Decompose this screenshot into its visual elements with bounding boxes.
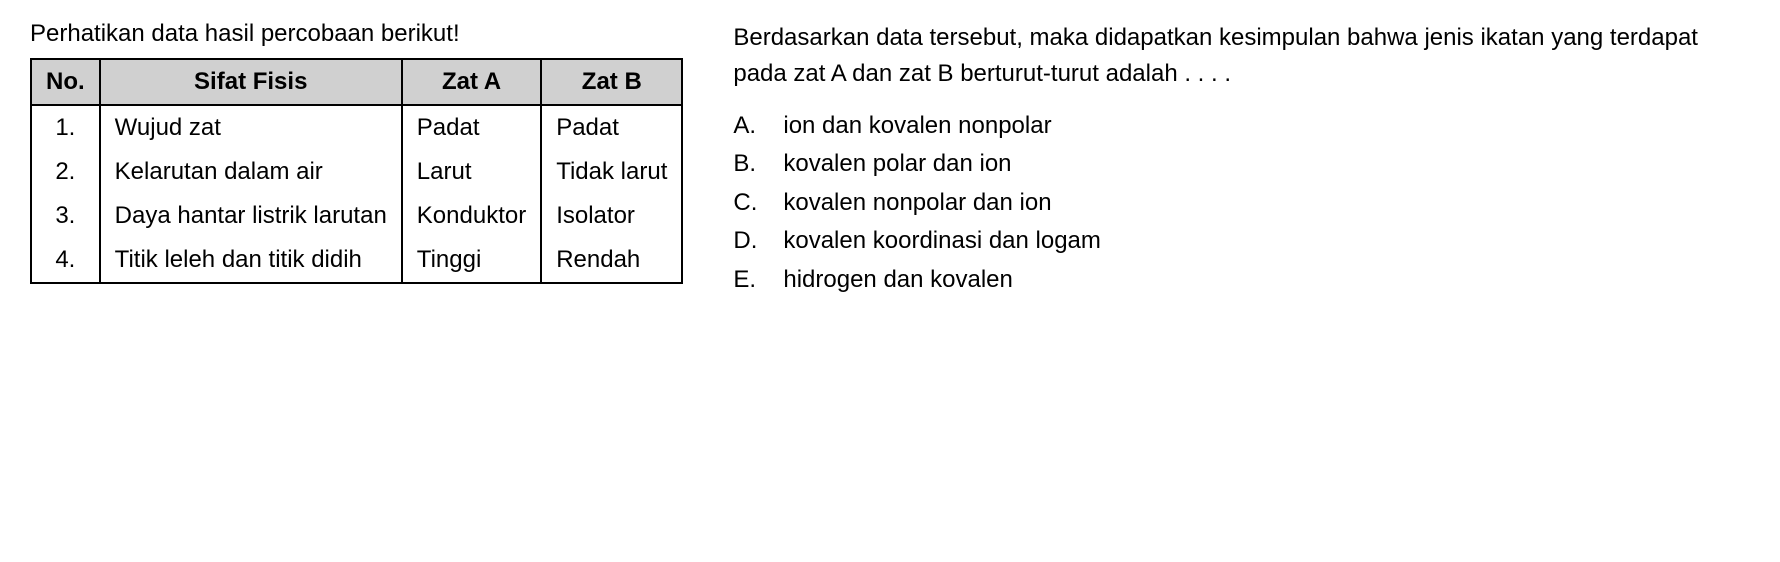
cell-sifat: Daya hantar listrik larutan: [100, 194, 402, 238]
option-letter: A.: [733, 107, 763, 145]
option-letter: C.: [733, 184, 763, 222]
data-table: No. Sifat Fisis Zat A Zat B 1. Wujud zat…: [30, 58, 683, 284]
option-letter: D.: [733, 222, 763, 260]
cell-zat-a: Konduktor: [402, 194, 541, 238]
cell-no: 2.: [31, 150, 100, 194]
option-letter: B.: [733, 145, 763, 183]
cell-zat-a: Larut: [402, 150, 541, 194]
cell-zat-a: Tinggi: [402, 238, 541, 283]
cell-zat-b: Isolator: [541, 194, 682, 238]
option-text: kovalen nonpolar dan ion: [783, 184, 1051, 222]
option-text: ion dan kovalen nonpolar: [783, 107, 1051, 145]
cell-zat-b: Padat: [541, 105, 682, 150]
right-column: Berdasarkan data tersebut, maka didapatk…: [733, 20, 1750, 299]
cell-zat-b: Tidak larut: [541, 150, 682, 194]
option-item: B. kovalen polar dan ion: [733, 145, 1750, 183]
cell-sifat: Wujud zat: [100, 105, 402, 150]
option-text: kovalen koordinasi dan logam: [783, 222, 1101, 260]
option-item: A. ion dan kovalen nonpolar: [733, 107, 1750, 145]
option-letter: E.: [733, 261, 763, 299]
header-zat-b: Zat B: [541, 59, 682, 105]
table-row: 4. Titik leleh dan titik didih Tinggi Re…: [31, 238, 682, 283]
table-row: 1. Wujud zat Padat Padat: [31, 105, 682, 150]
option-item: E. hidrogen dan kovalen: [733, 261, 1750, 299]
left-column: Perhatikan data hasil percobaan berikut!…: [30, 20, 683, 299]
table-header-row: No. Sifat Fisis Zat A Zat B: [31, 59, 682, 105]
cell-zat-a: Padat: [402, 105, 541, 150]
intro-text: Perhatikan data hasil percobaan berikut!: [30, 20, 683, 48]
header-zat-a: Zat A: [402, 59, 541, 105]
question-text: Berdasarkan data tersebut, maka didapatk…: [733, 20, 1750, 92]
option-text: hidrogen dan kovalen: [783, 261, 1013, 299]
cell-no: 1.: [31, 105, 100, 150]
cell-sifat: Titik leleh dan titik didih: [100, 238, 402, 283]
header-sifat: Sifat Fisis: [100, 59, 402, 105]
cell-no: 3.: [31, 194, 100, 238]
table-row: 2. Kelarutan dalam air Larut Tidak larut: [31, 150, 682, 194]
cell-no: 4.: [31, 238, 100, 283]
header-no: No.: [31, 59, 100, 105]
table-row: 3. Daya hantar listrik larutan Konduktor…: [31, 194, 682, 238]
option-item: D. kovalen koordinasi dan logam: [733, 222, 1750, 260]
cell-zat-b: Rendah: [541, 238, 682, 283]
option-item: C. kovalen nonpolar dan ion: [733, 184, 1750, 222]
option-text: kovalen polar dan ion: [783, 145, 1011, 183]
cell-sifat: Kelarutan dalam air: [100, 150, 402, 194]
options-list: A. ion dan kovalen nonpolar B. kovalen p…: [733, 107, 1750, 299]
